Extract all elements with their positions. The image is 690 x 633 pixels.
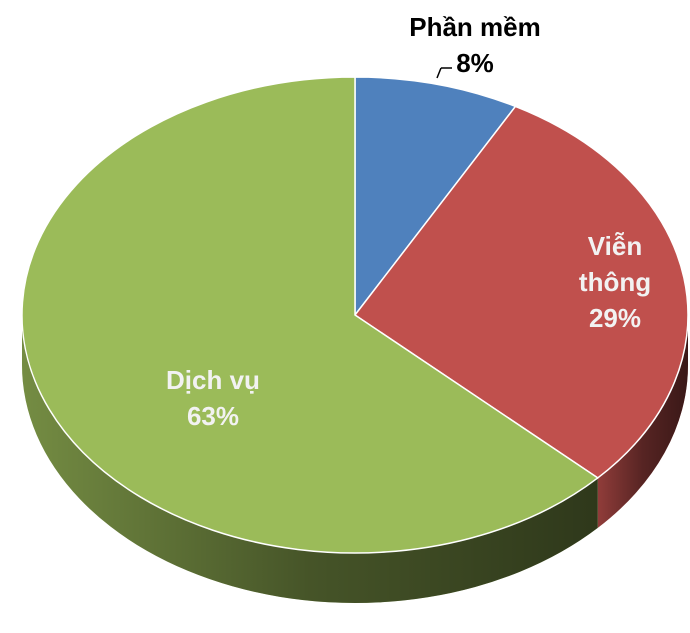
leader-line	[436, 67, 442, 79]
slice	[21, 76, 600, 554]
category-label: Dịch vụ	[166, 365, 260, 395]
slice-side-shade	[597, 315, 688, 528]
category-label: Phần mềm	[409, 12, 541, 42]
slice-label: Viễn thông 29%	[555, 228, 675, 336]
slice	[353, 105, 689, 479]
value-label: 8%	[456, 48, 494, 78]
slice-side-shade	[22, 315, 598, 604]
slice-label: Dịch vụ 63%	[63, 362, 363, 434]
slice	[354, 76, 517, 318]
slice-label: Phần mềm 8%	[325, 9, 625, 81]
category-label: Viễn thông	[578, 231, 652, 297]
value-label: 63%	[186, 401, 240, 431]
value-label: 29%	[588, 303, 642, 333]
